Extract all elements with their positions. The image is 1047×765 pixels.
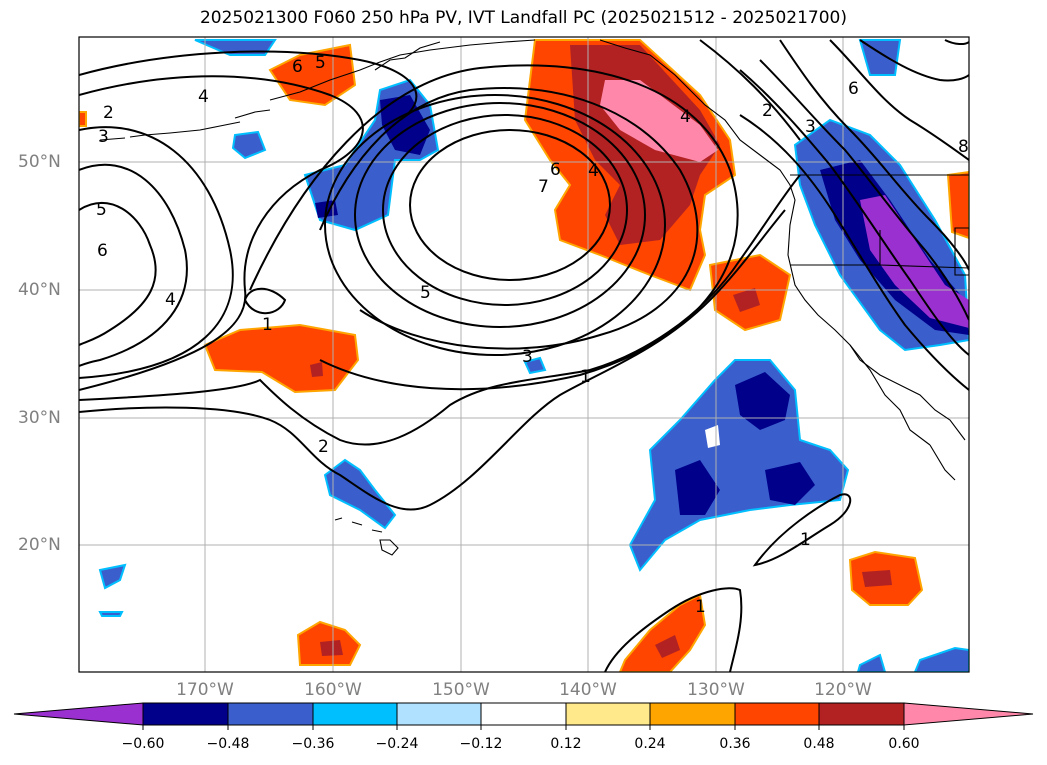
shade-subtrop-navy2 <box>675 460 720 515</box>
contour-label: 4 <box>680 107 691 127</box>
contour-label: 4 <box>198 87 209 107</box>
contour-label: 3 <box>805 117 816 137</box>
shade-ca-red <box>733 288 760 312</box>
contour-label: 2 <box>762 101 773 121</box>
shade-se-blue <box>913 646 969 672</box>
shade-small-1 <box>523 356 547 375</box>
shade-tr-blue <box>858 39 902 76</box>
contour-label: 1 <box>800 530 811 550</box>
lon-label-140w: 140°W <box>559 680 617 700</box>
colorbar-bin <box>565 702 651 726</box>
map-frame <box>78 36 970 673</box>
colorbar-extend-high <box>903 702 1034 726</box>
colorbar-tick-label: 0.12 <box>550 736 582 752</box>
colorbar-tick-label: −0.12 <box>459 736 503 752</box>
contour-label: 3 <box>98 127 109 147</box>
shade-sw-red <box>320 640 343 656</box>
lon-label-130w: 130°W <box>687 680 745 700</box>
colorbar-bin <box>227 702 314 726</box>
contour-label: 1 <box>262 315 273 335</box>
colorbar-tick-label: −0.36 <box>291 736 335 752</box>
shade-sse-red <box>655 635 680 658</box>
shade-usw-purple <box>860 195 969 328</box>
colorbar-tick-label: 0.36 <box>719 736 751 752</box>
colorbar-tick-label: 0.60 <box>888 736 920 752</box>
colorbar-bin <box>734 702 820 726</box>
colorbar <box>13 702 1034 730</box>
contour-label: 6 <box>848 79 859 99</box>
contour-label: 1 <box>580 367 591 387</box>
pc-shading-layer <box>79 39 969 672</box>
lat-label-40n: 40°N <box>18 280 61 300</box>
colorbar-bin <box>818 702 905 726</box>
contour-label: 4 <box>165 290 176 310</box>
lat-label-30n: 30°N <box>18 408 61 428</box>
lon-label-170w: 170°W <box>176 680 234 700</box>
shade-tiny-2 <box>98 611 124 617</box>
contour-label: 7 <box>538 177 549 197</box>
shade-hawaii-blue <box>323 458 397 530</box>
shade-small-blue <box>231 130 267 160</box>
lat-label-20n: 20°N <box>18 535 61 555</box>
shade-top-orange <box>268 43 357 107</box>
map-title: 2025021300 F060 250 hPa PV, IVT Landfall… <box>199 8 847 28</box>
lat-label-50n: 50°N <box>18 152 61 172</box>
contour-labels: 2 3 4 5 6 5 4 1 6 5 7 6 4 3 1 2 1 1 4 2 … <box>96 53 969 617</box>
colorbar-tick-label: 0.48 <box>803 736 835 752</box>
lon-label-160w: 160°W <box>304 680 362 700</box>
colorbar-tick-label: −0.24 <box>375 736 419 752</box>
colorbar-bin <box>142 702 229 726</box>
shade-subtrop-navy3 <box>765 462 815 505</box>
shade-right-orange <box>946 170 969 240</box>
colorbar-bin <box>649 702 736 726</box>
shade-nepac-pink <box>600 80 718 162</box>
colorbar-tick-label: 0.24 <box>634 736 666 752</box>
contour-label: 6 <box>292 57 303 77</box>
colorbar-bin <box>396 702 482 726</box>
shade-subtrop-blue <box>628 359 850 572</box>
lon-label-150w: 150°W <box>432 680 490 700</box>
shade-baja-red <box>862 570 892 587</box>
shade-tiny-1 <box>98 563 127 590</box>
shade-w-red <box>310 362 323 377</box>
lon-label-120w: 120°W <box>814 680 872 700</box>
colorbar-bin <box>312 702 398 726</box>
contour-label: 6 <box>550 160 561 180</box>
contour-label: 5 <box>315 53 326 73</box>
shade-w-orange <box>203 323 360 394</box>
pv-contours <box>79 39 969 672</box>
colorbar-tick-label: −0.48 <box>206 736 250 752</box>
coastlines <box>99 39 969 556</box>
contour-label: 5 <box>420 283 431 303</box>
contour-label: 4 <box>588 161 599 181</box>
contour-label: 5 <box>96 200 107 220</box>
shade-sse-orange <box>618 593 707 672</box>
contour-label: 8 <box>958 137 969 157</box>
shade-se-blue2 <box>856 653 887 672</box>
contour-label: 3 <box>522 347 533 367</box>
contour-label: 2 <box>318 437 329 457</box>
shade-subtrop-navy1 <box>735 372 790 430</box>
colorbar-extend-low <box>13 702 144 726</box>
shade-topleft-orange <box>79 111 87 127</box>
colorbar-tick-label: −0.60 <box>121 736 165 752</box>
colorbar-bin <box>480 702 567 726</box>
contour-label: 1 <box>695 597 706 617</box>
contour-label: 6 <box>97 241 108 261</box>
contour-label: 2 <box>103 103 114 123</box>
